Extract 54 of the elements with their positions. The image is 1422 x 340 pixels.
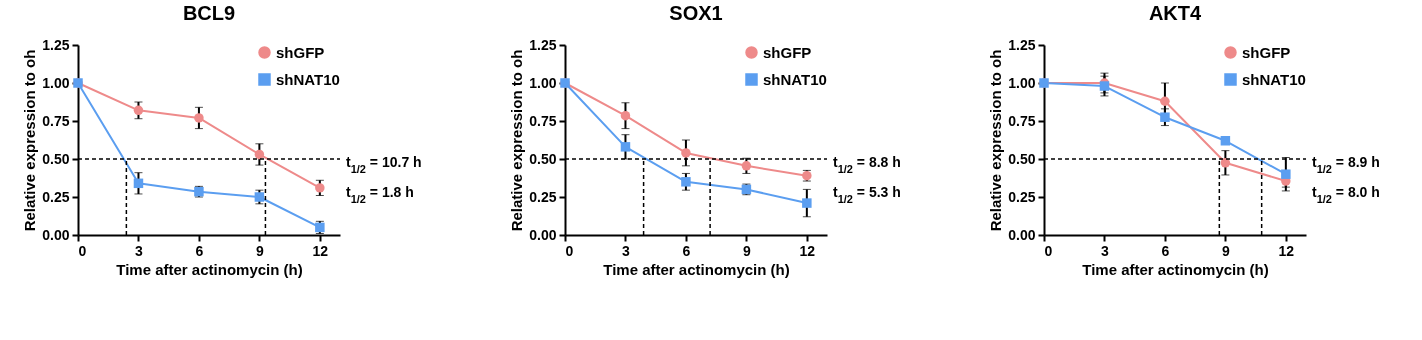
x-tick-label: 9 (1221, 242, 1230, 259)
text: t$_{1/2}$ = 10.7 h (346, 153, 422, 175)
chart-title: AKT4 (1148, 2, 1202, 24)
y-tick-label: 0.50 (529, 150, 557, 167)
x-tick-label: 12 (312, 242, 329, 259)
x-tick-label: 3 (622, 242, 631, 259)
text: t$_{1/2}$ = 8.9 h (1312, 153, 1380, 175)
y-tick-label: 0.25 (529, 188, 557, 205)
x-tick-label: 6 (682, 242, 691, 259)
legend-label: shGFP (763, 43, 812, 61)
x-tick-label: 0 (565, 242, 574, 259)
x-tick-label: 12 (799, 242, 816, 259)
y-tick-label: 1.00 (42, 74, 70, 91)
x-tick-label: 3 (135, 242, 144, 259)
text: t$_{1/2}$ = 5.3 h (833, 183, 901, 205)
y-tick-label: 0.50 (1008, 150, 1036, 167)
y-tick-label: 0.50 (42, 150, 70, 167)
text: t$_{1/2}$ = 8.8 h (833, 153, 901, 175)
y-tick-label: 1.25 (1008, 36, 1036, 53)
legend-label: shGFP (276, 43, 325, 61)
x-tick-label: 6 (1161, 242, 1170, 259)
x-tick-label: 0 (78, 242, 87, 259)
y-tick-label: 0.00 (529, 226, 557, 243)
chart-title: SOX1 (669, 2, 723, 24)
x-axis-title: Time after actinomycin (h) (603, 260, 790, 278)
chart-title: BCL9 (182, 2, 236, 24)
y-tick-label: 0.25 (42, 188, 70, 205)
y-tick-label: 1.25 (529, 36, 557, 53)
x-tick-label: 9 (742, 242, 751, 259)
legend-label: shNAT10 (1242, 70, 1306, 88)
legend-label: shNAT10 (276, 70, 340, 88)
y-tick-label: 0.75 (1008, 112, 1036, 129)
x-tick-label: 3 (1101, 242, 1110, 259)
y-axis-title: Relative expression to oh (987, 49, 1005, 232)
y-tick-label: 0.25 (1008, 188, 1036, 205)
x-tick-label: 0 (1044, 242, 1053, 259)
y-tick-label: 0.00 (42, 226, 70, 243)
x-tick-label: 6 (195, 242, 204, 259)
x-axis-title: Time after actinomycin (h) (1082, 260, 1269, 278)
y-tick-label: 0.75 (42, 112, 70, 129)
y-tick-label: 0.75 (529, 112, 557, 129)
y-tick-label: 0.00 (1008, 226, 1036, 243)
legend-label: shNAT10 (763, 70, 827, 88)
text: t$_{1/2}$ = 1.8 h (346, 183, 414, 205)
y-tick-label: 1.00 (529, 74, 557, 91)
x-tick-label: 9 (255, 242, 264, 259)
x-tick-label: 12 (1278, 242, 1295, 259)
x-axis-title: Time after actinomycin (h) (116, 260, 303, 278)
y-axis-title: Relative expression to oh (508, 49, 526, 232)
y-tick-label: 1.00 (1008, 74, 1036, 91)
text: t$_{1/2}$ = 8.0 h (1312, 183, 1380, 205)
y-axis-title: Relative expression to oh (21, 49, 39, 232)
y-tick-label: 1.25 (42, 36, 70, 53)
legend-label: shGFP (1242, 43, 1291, 61)
